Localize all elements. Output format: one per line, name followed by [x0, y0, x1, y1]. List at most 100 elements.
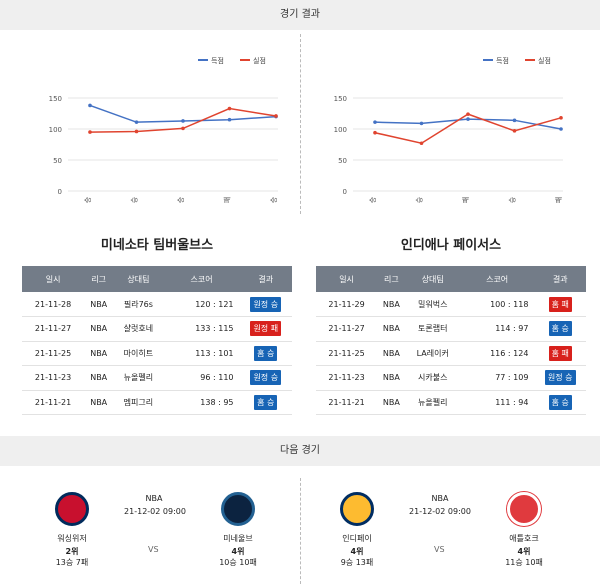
table-header-row: 일시 리그 상대팀 스코어 결과: [316, 266, 586, 292]
cell-score: 116 : 124: [459, 341, 535, 366]
league-label: NBA: [145, 494, 163, 503]
cell-league: NBA: [377, 316, 406, 342]
cell-opp: 샬럿호네: [113, 316, 164, 342]
x-tick-label: 승: [509, 196, 517, 203]
cell-result: 원정 승: [239, 365, 292, 391]
data-point: [466, 112, 470, 116]
x-tick-label: 승: [270, 196, 278, 203]
line-chart: 0 50 100 150 승 승 승 패 승 득점 실점: [49, 56, 278, 203]
y-tick-label: 0: [58, 188, 62, 196]
cell-result: 홈 패: [534, 341, 586, 366]
result-badge: 홈 승: [254, 345, 278, 361]
cell-opp: 토론랩터: [405, 316, 460, 342]
results-table-left: 일시 리그 상대팀 스코어 결과 21-11-28 NBA 필라76s 120 : 121 원정 …: [22, 266, 292, 415]
cell-score: 138 : 95: [163, 390, 240, 415]
data-point: [559, 116, 563, 120]
away-team-rank: 4위: [517, 547, 531, 556]
column-header: 스코어: [163, 266, 240, 292]
cell-opp: 필라76s: [113, 292, 164, 317]
cell-opp: 멤피그리: [113, 390, 164, 415]
data-point: [466, 117, 470, 121]
legend-label: 실점: [538, 56, 551, 65]
data-point: [559, 127, 563, 131]
cell-opp: LA레이커: [405, 341, 460, 366]
table-row: 21-11-27 NBA 샬럿호네 133 : 115 원정 패: [22, 316, 292, 342]
hawks-logo-icon: [507, 492, 541, 526]
column-header: 상대팀: [405, 266, 460, 292]
legend-label: 득점: [496, 57, 509, 65]
column-header: 리그: [377, 266, 406, 292]
result-badge: 홈 승: [548, 394, 572, 410]
x-tick-label: 승: [84, 196, 92, 203]
cell-league: NBA: [377, 292, 406, 317]
cell-league: NBA: [377, 365, 406, 391]
cell-score: 114 : 97: [459, 316, 535, 342]
home-team-rank: 4위: [350, 547, 364, 556]
cell-date: 21-11-27: [316, 316, 378, 342]
column-header: 일시: [22, 266, 85, 292]
x-tick-label: 승: [416, 196, 424, 203]
next-game-title: 다음 경기: [280, 445, 320, 456]
game-datetime: 21-12-02 09:00: [409, 507, 471, 516]
y-tick-label: 0: [343, 188, 347, 196]
table-row: 21-11-25 NBA LA레이커 116 : 124 홈 패: [316, 341, 586, 366]
result-badge: 홈 승: [254, 394, 278, 410]
y-tick-label: 150: [49, 95, 62, 103]
cell-date: 21-11-21: [22, 390, 85, 415]
data-point: [134, 129, 139, 134]
table-row: 21-11-28 NBA 필라76s 120 : 121 원정 승: [22, 292, 292, 317]
team-title-left: 미네소타 팀버울브스: [100, 238, 214, 253]
result-badge: 홈 패: [548, 345, 572, 361]
cell-opp: 마이히트: [113, 341, 164, 366]
table-row: 21-11-27 NBA 토론랩터 114 : 97 홈 승: [316, 316, 586, 342]
away-team-name: 미네울브: [223, 534, 253, 543]
x-tick-label: 패: [461, 197, 470, 203]
cell-opp: 밀워벅스: [405, 292, 460, 317]
y-tick-label: 50: [53, 157, 62, 165]
cell-league: NBA: [84, 292, 114, 317]
cell-opp: 시카불스: [405, 365, 460, 391]
cell-date: 21-11-28: [22, 292, 85, 317]
cell-opp: 뉴올펠리: [405, 390, 460, 415]
next-game-header: 다음 경기: [0, 436, 600, 466]
cell-result: 홈 승: [239, 390, 292, 415]
home-team-rank: 2위: [65, 547, 79, 556]
cell-date: 21-11-25: [316, 341, 378, 366]
cell-date: 21-11-21: [316, 390, 378, 415]
table-row: 21-11-23 NBA 시카불스 77 : 109 원정 승: [316, 365, 586, 391]
x-tick-label: 승: [131, 196, 139, 203]
home-team-record: 13승 7패: [55, 558, 89, 567]
column-header: 결과: [534, 266, 586, 292]
cell-league: NBA: [84, 316, 114, 342]
result-badge: 홈 패: [548, 296, 572, 312]
data-point: [373, 130, 377, 135]
cell-score: 120 : 121: [163, 292, 240, 317]
result-badge: 원정 승: [544, 370, 576, 386]
league-label: NBA: [431, 494, 449, 503]
cell-league: NBA: [377, 341, 406, 366]
table-header-row: 일시 리그 상대팀 스코어 결과: [22, 266, 292, 292]
x-tick-label: 패: [223, 197, 232, 203]
cell-league: NBA: [377, 390, 406, 415]
column-header: 스코어: [459, 266, 535, 292]
result-badge: 원정 패: [250, 321, 282, 337]
data-point: [512, 129, 517, 133]
cell-score: 77 : 109: [459, 365, 535, 391]
cell-league: NBA: [84, 365, 114, 391]
cell-league: NBA: [84, 390, 114, 415]
x-tick-label: 승: [177, 196, 185, 203]
cell-score: 113 : 101: [163, 341, 240, 366]
data-point: [274, 114, 278, 118]
home-team-name: 워싱위저: [57, 534, 87, 543]
column-header: 일시: [316, 266, 378, 292]
cell-result: 원정 패: [239, 316, 292, 342]
cell-score: 133 : 115: [163, 316, 240, 342]
data-point: [419, 141, 424, 146]
away-team-rank: 4위: [231, 547, 245, 556]
legend-label: 득점: [211, 57, 224, 65]
result-badge: 원정 승: [250, 370, 282, 386]
cell-result: 원정 승: [239, 292, 292, 317]
cell-result: 홈 패: [534, 292, 586, 317]
data-point: [373, 120, 377, 124]
